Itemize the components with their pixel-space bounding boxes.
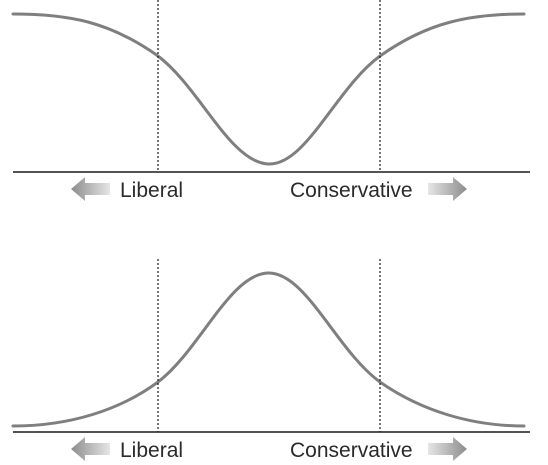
left-label-top: Liberal bbox=[120, 179, 183, 202]
panel-centrist: Liberal Conservative bbox=[11, 259, 530, 462]
right-arrow-icon bbox=[428, 437, 467, 461]
panel-polarized: Liberal Conservative bbox=[11, 0, 530, 202]
right-label-top: Conservative bbox=[290, 179, 413, 202]
right-arrow-icon bbox=[428, 177, 467, 201]
left-arrow-icon bbox=[71, 177, 110, 201]
right-label-bottom: Conservative bbox=[290, 439, 413, 462]
left-arrow-icon bbox=[71, 437, 110, 461]
left-label-bottom: Liberal bbox=[120, 439, 183, 462]
polarized-curve bbox=[11, 12, 526, 166]
centrist-curve bbox=[11, 271, 526, 428]
